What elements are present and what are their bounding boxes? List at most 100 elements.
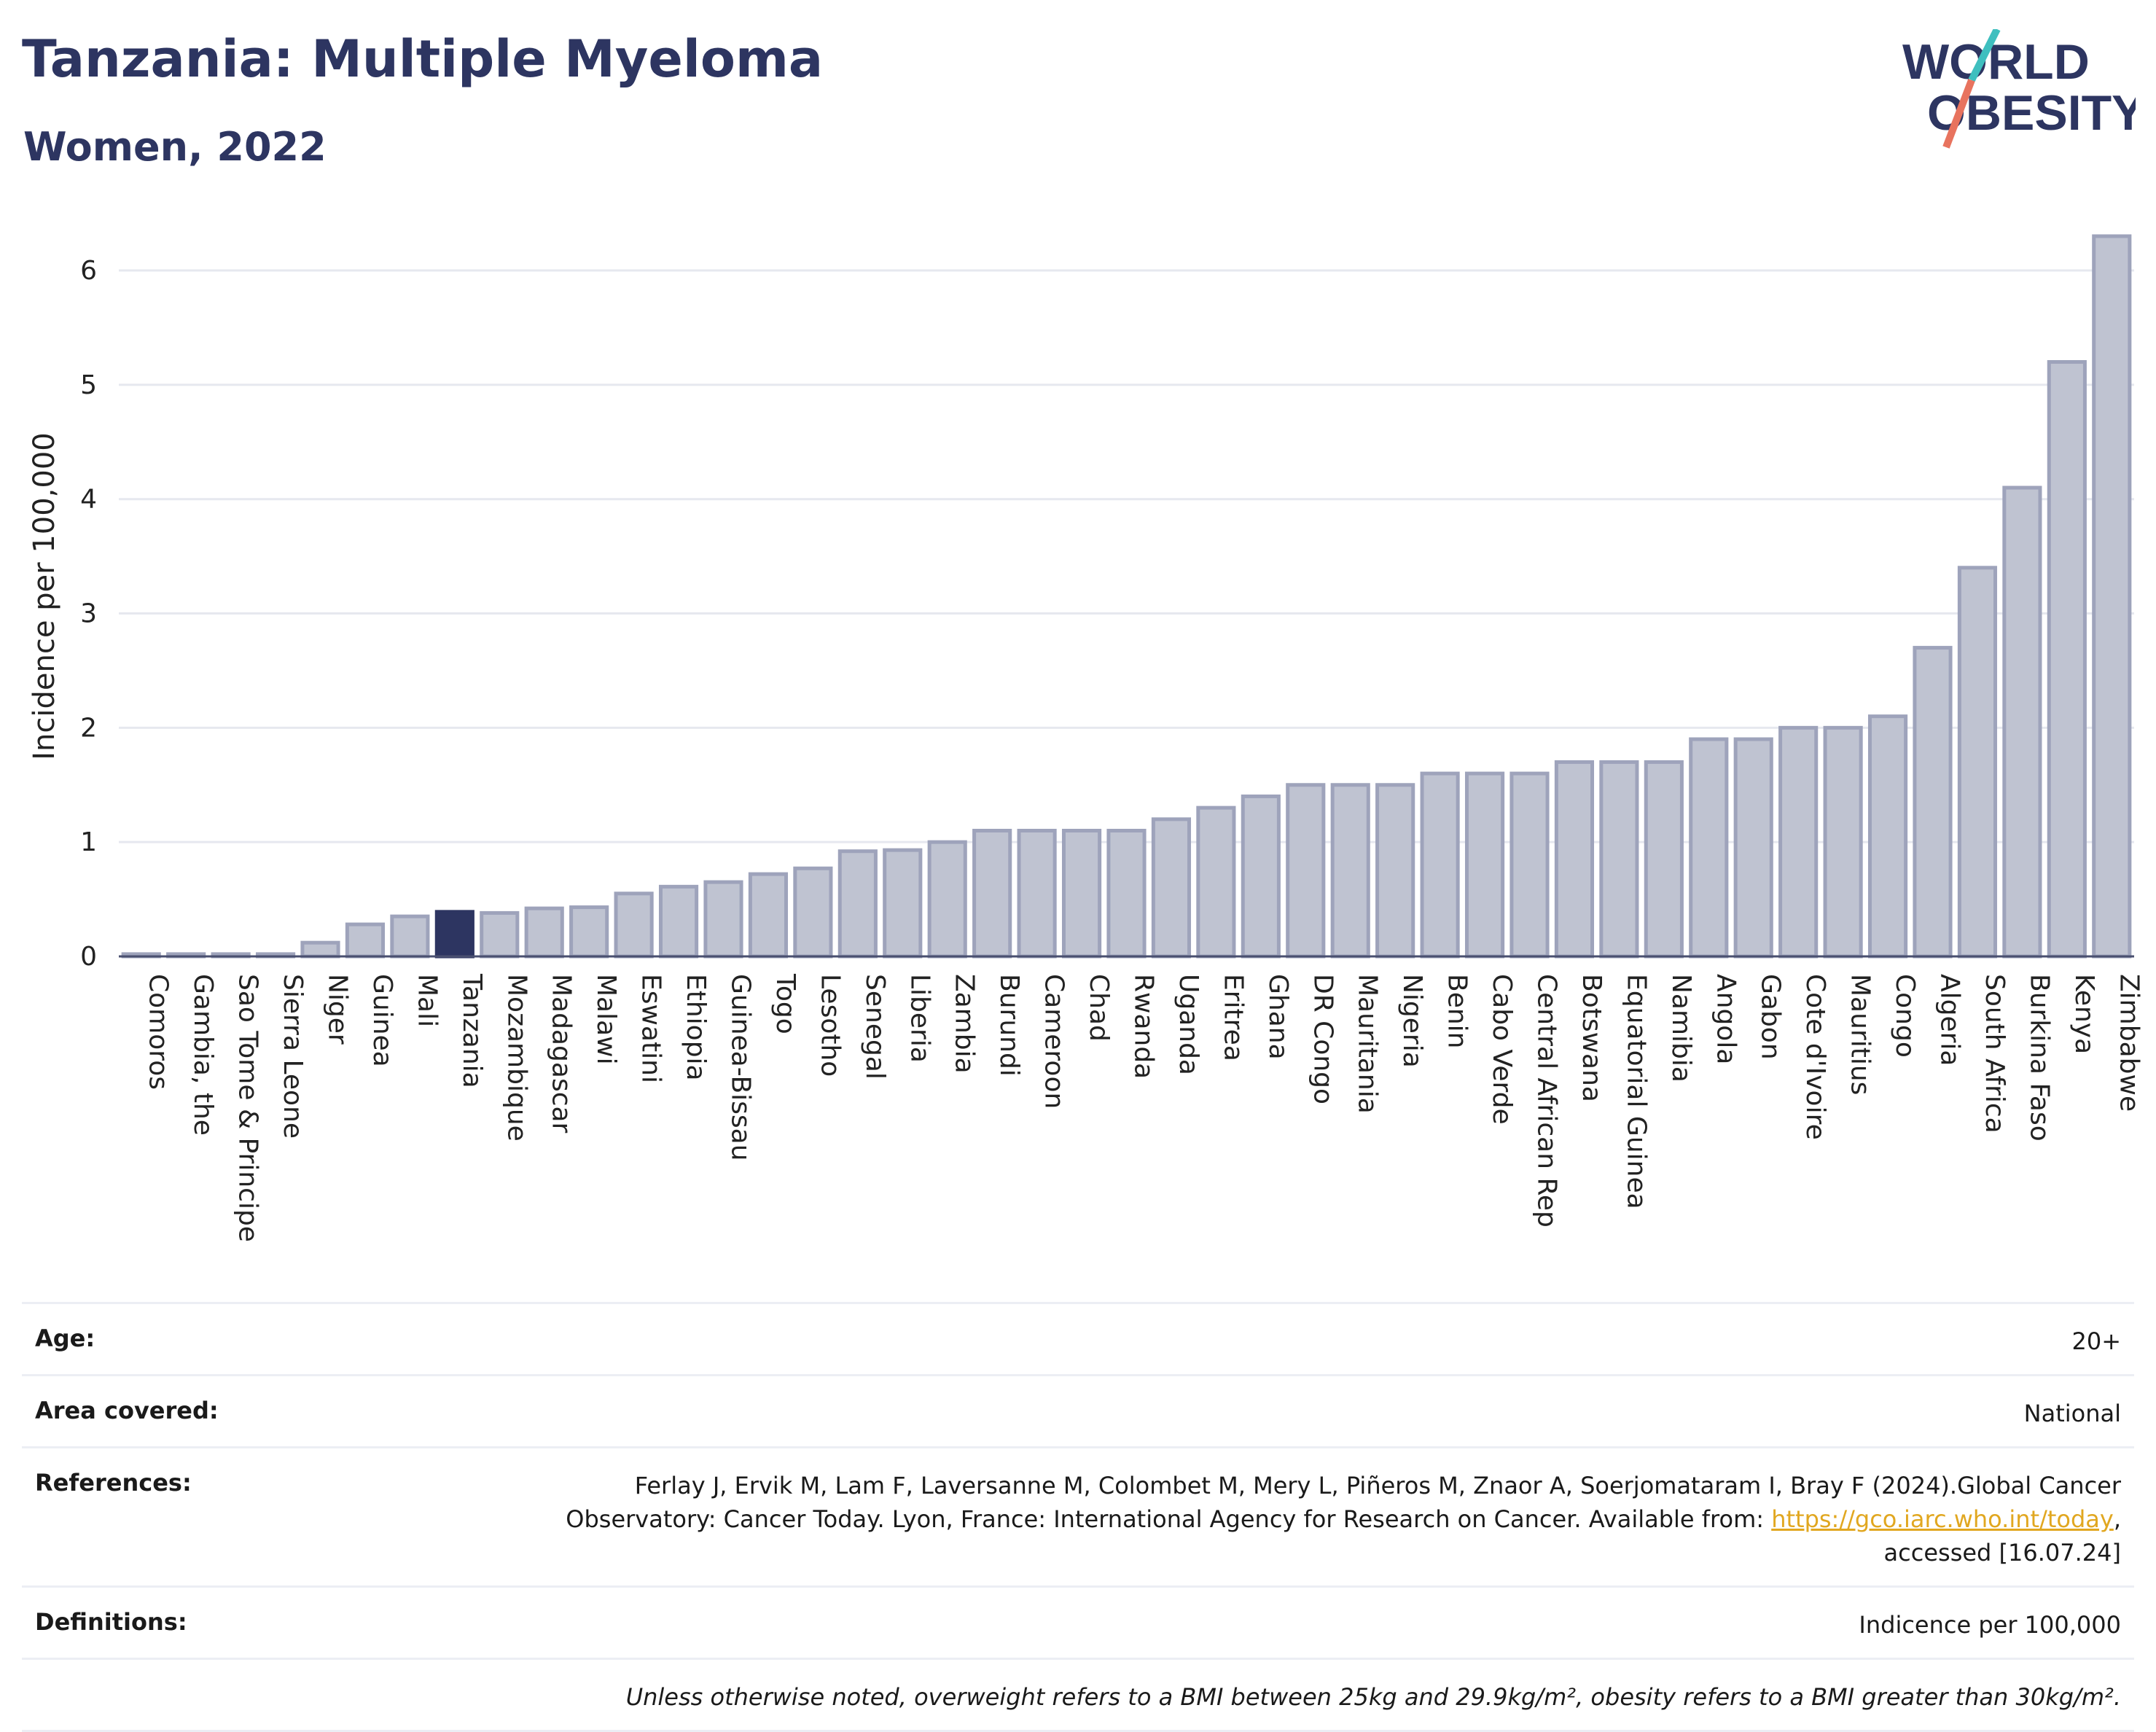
- bar: [614, 892, 654, 959]
- y-tick-label: 0: [80, 942, 97, 972]
- bar: [569, 905, 609, 959]
- meta-row-references: References: Ferlay J, Ervik M, Lam F, La…: [22, 1446, 2134, 1585]
- bar: [345, 922, 386, 959]
- logo-slash-coral: [1942, 79, 1975, 149]
- page-subtitle: Women, 2022: [23, 124, 327, 170]
- bar: [390, 914, 430, 959]
- bar: [1644, 760, 1684, 959]
- meta-row-area: Area covered: National: [22, 1374, 2134, 1446]
- bar: [2002, 485, 2042, 959]
- x-tick-label: Chad: [1084, 974, 1114, 1042]
- x-tick-label: Kenya: [2069, 974, 2099, 1054]
- references-label: References:: [35, 1469, 192, 1497]
- bar: [2092, 234, 2132, 959]
- x-tick-label: Zimbabwe: [2114, 974, 2144, 1112]
- y-tick-label: 2: [80, 713, 97, 743]
- metadata-table: Age: 20+ Area covered: National Referenc…: [22, 1302, 2134, 1732]
- x-tick-label: Burundi: [994, 974, 1024, 1077]
- x-tick-label: Mozambique: [501, 974, 531, 1142]
- x-tick-label: Niger: [323, 974, 353, 1045]
- logo-slash-teal: [1968, 29, 2001, 82]
- x-tick-label: Mali: [412, 974, 442, 1027]
- bar: [300, 940, 340, 959]
- footnote: Unless otherwise noted, overweight refer…: [625, 1683, 2121, 1711]
- meta-row-definitions: Definitions: Indicence per 100,000: [22, 1585, 2134, 1658]
- bar-chart: 0 1 2 3 4 5 6 Incidence per 100,000 Comoros Gambi…: [28, 234, 2144, 1242]
- references-value: Ferlay J, Ervik M, Lam F, Laversanne M, …: [566, 1469, 2121, 1569]
- bar-highlighted: [434, 910, 474, 959]
- bar: [883, 848, 923, 959]
- meta-row-note: Unless otherwise noted, overweight refer…: [22, 1658, 2134, 1732]
- x-tick-label: Equatorial Guinea: [1621, 974, 1651, 1209]
- bar: [1061, 828, 1102, 959]
- bar: [748, 872, 789, 959]
- x-tick-label: Malawi: [591, 974, 621, 1065]
- age-value: 20+: [2071, 1327, 2121, 1355]
- logo-line1: WORLD: [1902, 34, 2090, 90]
- y-axis-label: Incidence per 100,000: [28, 432, 61, 760]
- x-tick-label: Gambia, the: [188, 974, 218, 1136]
- bar: [1599, 760, 1639, 959]
- x-tick-label: Madagascar: [547, 974, 577, 1134]
- references-line2-end: ,: [2113, 1505, 2121, 1533]
- bar: [1241, 794, 1281, 959]
- x-tick-label: Lesotho: [815, 974, 845, 1077]
- references-line1: Ferlay J, Ervik M, Lam F, Laversanne M, …: [634, 1472, 2121, 1499]
- x-tick-label: Zambia: [950, 974, 980, 1074]
- bar: [1330, 783, 1370, 959]
- x-tick-label: Ghana: [1263, 974, 1293, 1060]
- x-tick-label: Uganda: [1173, 974, 1203, 1075]
- bar: [1554, 760, 1595, 959]
- bar: [1196, 805, 1236, 959]
- bar: [837, 849, 878, 959]
- definitions-label: Definitions:: [35, 1608, 187, 1636]
- x-tick-label: Liberia: [905, 974, 934, 1063]
- bar: [1464, 771, 1505, 959]
- x-tick-label: Nigeria: [1397, 974, 1427, 1068]
- bar: [1509, 771, 1550, 959]
- x-tick-label: Cameroon: [1039, 974, 1069, 1109]
- x-tick-label: Guinea: [367, 974, 397, 1067]
- x-tick-label: Eritrea: [1218, 974, 1248, 1061]
- references-line2: Observatory: Cancer Today. Lyon, France:…: [566, 1505, 1772, 1533]
- bar: [1778, 725, 1819, 959]
- y-tick-label: 3: [80, 599, 97, 629]
- bar: [658, 884, 699, 959]
- bar: [2047, 360, 2087, 959]
- bar: [1375, 783, 1415, 959]
- bar: [1017, 828, 1057, 959]
- y-tick-label: 5: [80, 370, 97, 400]
- bar: [1733, 737, 1773, 959]
- bar: [1957, 566, 1998, 959]
- bar: [1913, 646, 1953, 959]
- bar: [1867, 714, 1908, 959]
- y-tick-label: 4: [80, 485, 97, 515]
- bar: [1286, 783, 1326, 959]
- x-tick-label: Tanzania: [457, 973, 487, 1088]
- x-tick-label: Angola: [1711, 974, 1741, 1064]
- x-tick-label: Comoros: [144, 974, 173, 1090]
- page-title: Tanzania: Multiple Myeloma: [22, 29, 824, 89]
- x-tick-label: Namibia: [1666, 974, 1696, 1082]
- bar: [793, 866, 833, 959]
- references-link[interactable]: https://gco.iarc.who.int/today: [1771, 1505, 2114, 1533]
- bar: [1689, 737, 1729, 959]
- bar: [1823, 725, 1863, 959]
- bar: [480, 910, 520, 959]
- area-value: National: [2023, 1400, 2121, 1427]
- bar: [703, 880, 743, 959]
- x-tick-label: Cote d'Ivoire: [1800, 974, 1830, 1140]
- x-tick-label: Mauritania: [1353, 974, 1383, 1114]
- x-tick-label: DR Congo: [1308, 974, 1337, 1104]
- references-line3: accessed [16.07.24]: [1883, 1539, 2121, 1567]
- x-tick-label: South Africa: [1980, 974, 2009, 1134]
- x-tick-label: Guinea-Bissau: [726, 974, 756, 1161]
- bar: [1420, 771, 1460, 959]
- x-tick-label: Ethiopia: [681, 974, 711, 1081]
- x-tick-label: Togo: [770, 973, 800, 1034]
- x-tick-label: Cabo Verde: [1487, 974, 1517, 1125]
- definitions-value: Indicence per 100,000: [1859, 1611, 2121, 1639]
- y-tick-label: 6: [80, 256, 97, 286]
- x-tick-label: Mauritius: [1846, 974, 1875, 1095]
- bar: [1151, 817, 1192, 959]
